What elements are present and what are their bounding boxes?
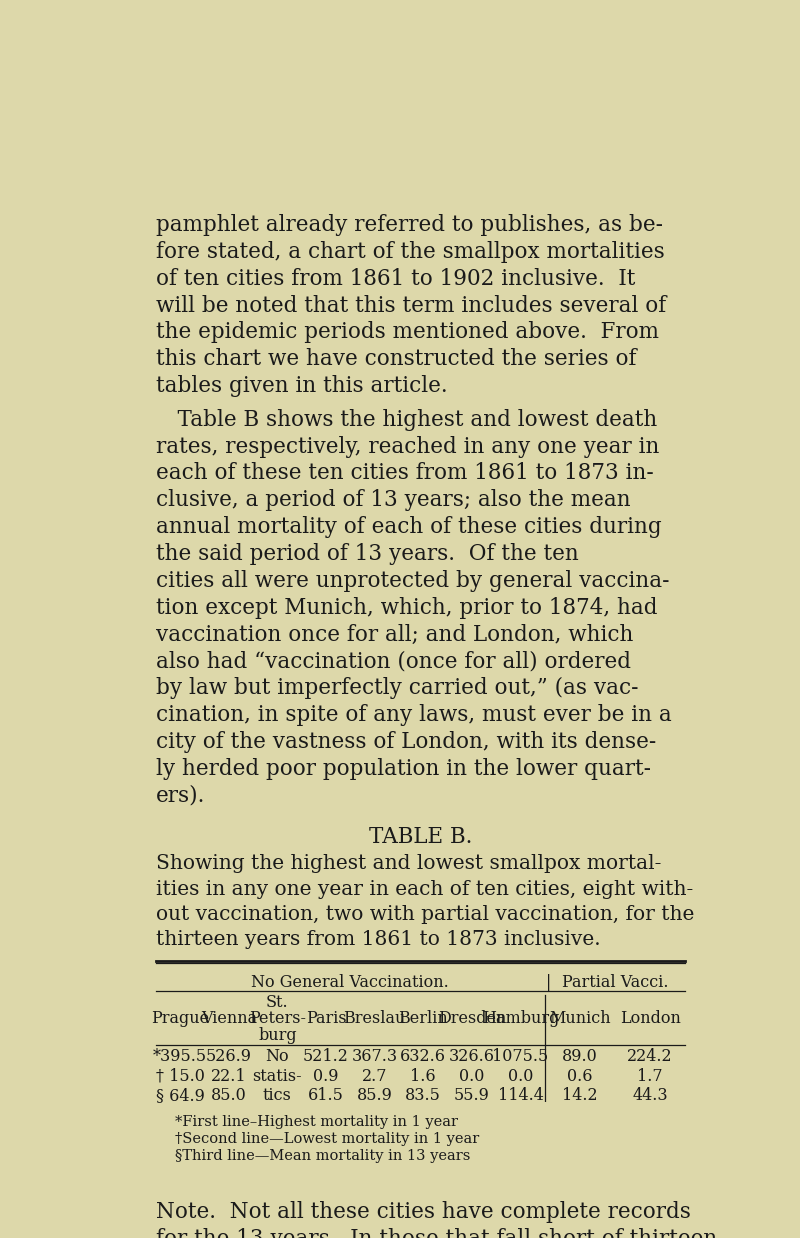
Text: by law but imperfectly carried out,” (as vac-: by law but imperfectly carried out,” (as… <box>156 677 638 699</box>
Text: Vienna: Vienna <box>201 1010 257 1028</box>
Text: 0.0: 0.0 <box>508 1067 534 1084</box>
Text: Note.  Not all these cities have complete records: Note. Not all these cities have complete… <box>156 1201 690 1223</box>
Text: 1075.5: 1075.5 <box>493 1049 549 1065</box>
Text: for the 13 years.  In those that fall short of thirteen: for the 13 years. In those that fall sho… <box>156 1228 717 1238</box>
Text: Table B shows the highest and lowest death: Table B shows the highest and lowest dea… <box>156 409 657 431</box>
Text: tion except Munich, which, prior to 1874, had: tion except Munich, which, prior to 1874… <box>156 597 658 619</box>
Text: pamphlet already referred to publishes, as be-: pamphlet already referred to publishes, … <box>156 214 662 236</box>
Text: tables given in this article.: tables given in this article. <box>156 375 447 397</box>
Text: 85.9: 85.9 <box>357 1087 393 1104</box>
Text: 89.0: 89.0 <box>562 1049 598 1065</box>
Text: TABLE B.: TABLE B. <box>369 826 472 848</box>
Text: 1.7: 1.7 <box>638 1067 663 1084</box>
Text: 85.0: 85.0 <box>211 1087 246 1104</box>
Text: this chart we have constructed the series of: this chart we have constructed the serie… <box>156 348 636 370</box>
Text: 1.6: 1.6 <box>410 1067 436 1084</box>
Text: *395.5: *395.5 <box>153 1049 207 1065</box>
Text: cities all were unprotected by general vaccina-: cities all were unprotected by general v… <box>156 569 670 592</box>
Text: §Third line—Mean mortality in 13 years: §Third line—Mean mortality in 13 years <box>175 1149 470 1162</box>
Text: 61.5: 61.5 <box>308 1087 344 1104</box>
Text: Peters-: Peters- <box>249 1010 306 1028</box>
Text: ly herded poor population in the lower quart-: ly herded poor population in the lower q… <box>156 758 651 780</box>
Text: also had “vaccination (once for all) ordered: also had “vaccination (once for all) ord… <box>156 650 630 672</box>
Text: 2.7: 2.7 <box>362 1067 387 1084</box>
Text: will be noted that this term includes several of: will be noted that this term includes se… <box>156 295 666 317</box>
Text: |: | <box>546 974 552 992</box>
Text: Berlin: Berlin <box>398 1010 448 1028</box>
Text: 526.9: 526.9 <box>206 1049 252 1065</box>
Text: ities in any one year in each of ten cities, eight with-: ities in any one year in each of ten cit… <box>156 879 693 899</box>
Text: each of these ten cities from 1861 to 1873 in-: each of these ten cities from 1861 to 18… <box>156 463 654 484</box>
Text: † 15.0: † 15.0 <box>156 1067 205 1084</box>
Text: Breslau: Breslau <box>343 1010 406 1028</box>
Text: ers).: ers). <box>156 785 205 807</box>
Text: Paris: Paris <box>306 1010 346 1028</box>
Text: out vaccination, two with partial vaccination, for the: out vaccination, two with partial vaccin… <box>156 905 694 924</box>
Text: Prague: Prague <box>151 1010 209 1028</box>
Text: 44.3: 44.3 <box>632 1087 668 1104</box>
Text: 55.9: 55.9 <box>454 1087 490 1104</box>
Text: city of the vastness of London, with its dense-: city of the vastness of London, with its… <box>156 730 656 753</box>
Text: vaccination once for all; and London, which: vaccination once for all; and London, wh… <box>156 624 633 645</box>
Text: 521.2: 521.2 <box>303 1049 349 1065</box>
Text: clusive, a period of 13 years; also the mean: clusive, a period of 13 years; also the … <box>156 489 630 511</box>
Text: Partial Vacci.: Partial Vacci. <box>562 974 668 992</box>
Text: of ten cities from 1861 to 1902 inclusive.  It: of ten cities from 1861 to 1902 inclusiv… <box>156 267 635 290</box>
Text: St.: St. <box>266 994 289 1011</box>
Text: London: London <box>620 1010 681 1028</box>
Text: 83.5: 83.5 <box>406 1087 442 1104</box>
Text: fore stated, a chart of the smallpox mortalities: fore stated, a chart of the smallpox mor… <box>156 241 665 262</box>
Text: 0.0: 0.0 <box>459 1067 485 1084</box>
Text: the said period of 13 years.  Of the ten: the said period of 13 years. Of the ten <box>156 543 578 565</box>
Text: 114.4: 114.4 <box>498 1087 543 1104</box>
Text: Showing the highest and lowest smallpox mortal-: Showing the highest and lowest smallpox … <box>156 854 661 874</box>
Text: 224.2: 224.2 <box>627 1049 673 1065</box>
Text: burg: burg <box>258 1026 297 1044</box>
Text: No: No <box>266 1049 289 1065</box>
Text: thirteen years from 1861 to 1873 inclusive.: thirteen years from 1861 to 1873 inclusi… <box>156 930 601 948</box>
Text: 632.6: 632.6 <box>400 1049 446 1065</box>
Text: cination, in spite of any laws, must ever be in a: cination, in spite of any laws, must eve… <box>156 704 671 727</box>
Text: statis-: statis- <box>253 1067 302 1084</box>
Text: Munich: Munich <box>549 1010 610 1028</box>
Text: 0.9: 0.9 <box>314 1067 338 1084</box>
Text: annual mortality of each of these cities during: annual mortality of each of these cities… <box>156 516 662 539</box>
Text: No General Vaccination.: No General Vaccination. <box>251 974 450 992</box>
Text: 14.2: 14.2 <box>562 1087 598 1104</box>
Text: § 64.9: § 64.9 <box>156 1087 205 1104</box>
Text: 22.1: 22.1 <box>211 1067 246 1084</box>
Text: Hamburg: Hamburg <box>482 1010 559 1028</box>
Text: 0.6: 0.6 <box>567 1067 593 1084</box>
Text: 367.3: 367.3 <box>351 1049 398 1065</box>
Text: Dresden: Dresden <box>438 1010 506 1028</box>
Text: rates, respectively, reached in any one year in: rates, respectively, reached in any one … <box>156 436 659 458</box>
Text: the epidemic periods mentioned above.  From: the epidemic periods mentioned above. Fr… <box>156 322 659 343</box>
Text: 326.6: 326.6 <box>449 1049 495 1065</box>
Text: tics: tics <box>263 1087 292 1104</box>
Text: *First line–Highest mortality in 1 year: *First line–Highest mortality in 1 year <box>175 1115 458 1129</box>
Text: †Second line—Lowest mortality in 1 year: †Second line—Lowest mortality in 1 year <box>175 1132 479 1146</box>
